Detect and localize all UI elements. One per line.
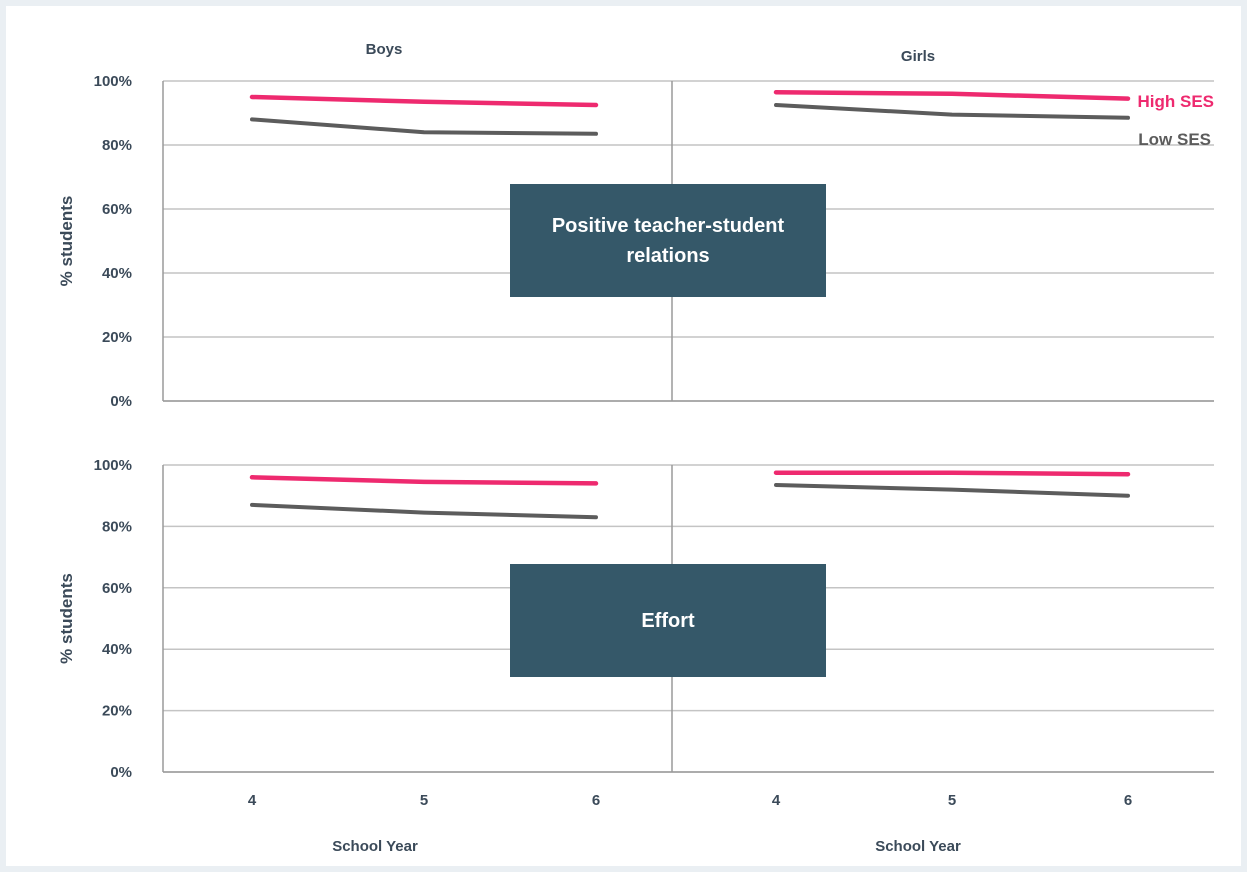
chart-frame: 0% 20% 40% 60% 80% 100% % students 0% 20% 40% 60% 8… (6, 6, 1241, 866)
series-line-low-ses-girls-panel-1 (774, 103, 1130, 120)
x-tick-label: 6 (1124, 792, 1132, 809)
y-tick-label: 40% (102, 641, 132, 658)
group-label-boys: Boys (366, 41, 403, 58)
series-line-high-ses-girls-panel-1 (773, 89, 1131, 101)
series-line-low-ses-girls-panel-2 (774, 483, 1130, 498)
series-line-high-ses-girls-panel-2 (773, 470, 1131, 477)
group-label-girls: Girls (901, 48, 935, 65)
x-tick-label: 4 (248, 792, 257, 809)
panel-label-relations: Positive teacher-student relations (510, 184, 826, 297)
y-axis-title: % students (57, 196, 76, 287)
legend-high-ses: High SES (1137, 92, 1214, 111)
y-tick-label: 60% (102, 201, 132, 218)
series-layer (249, 89, 1131, 520)
legend-low-ses: Low SES (1138, 130, 1211, 149)
x-axis-title-girls: School Year (875, 838, 961, 855)
series-line-low-ses-boys-panel-2 (250, 502, 598, 520)
y-tick-label: 80% (102, 518, 132, 535)
y-tick-label: 0% (110, 393, 132, 410)
x-axis-title-boys: School Year (332, 838, 418, 855)
y-tick-label: 0% (110, 764, 132, 781)
y-tick-label: 40% (102, 265, 132, 282)
line-chart: 0% 20% 40% 60% 80% 100% % students 0% 20% 40% 60% 8… (57, 41, 1214, 855)
x-tick-label: 4 (772, 792, 781, 809)
y-tick-label: 100% (94, 73, 132, 90)
y-tick-label: 80% (102, 137, 132, 154)
y-tick-label: 100% (94, 457, 132, 474)
y-tick-label: 20% (102, 329, 132, 346)
series-line-high-ses-boys-panel-2 (249, 475, 599, 486)
panel-label-effort: Effort (510, 564, 826, 677)
x-tick-label: 5 (948, 792, 956, 809)
series-line-high-ses-boys-panel-1 (249, 94, 599, 108)
y-tick-label: 20% (102, 703, 132, 720)
x-tick-label: 6 (592, 792, 600, 809)
x-tick-label: 5 (420, 792, 428, 809)
y-tick-label: 60% (102, 580, 132, 597)
series-line-low-ses-boys-panel-1 (250, 117, 598, 136)
y-axis-title: % students (57, 573, 76, 664)
text-layer: 0% 20% 40% 60% 80% 100% % students 0% 20% 40% 60% 8… (57, 41, 1214, 855)
